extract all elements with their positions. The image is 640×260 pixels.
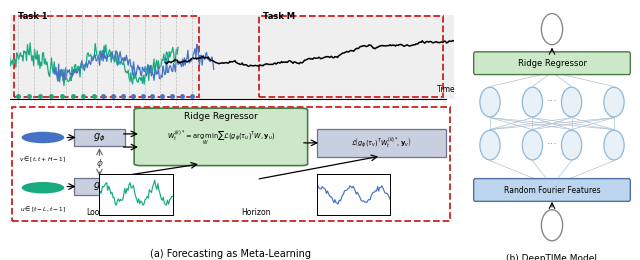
Circle shape (604, 130, 624, 160)
Text: Ridge Regressor: Ridge Regressor (518, 59, 586, 68)
Text: $\tau_t$: $\tau_t$ (547, 220, 557, 231)
Circle shape (522, 87, 543, 117)
Text: Task M: Task M (263, 12, 295, 21)
Text: ···: ··· (547, 139, 557, 149)
Text: $y_t$: $y_t$ (547, 24, 557, 35)
Circle shape (561, 87, 582, 117)
Circle shape (522, 130, 543, 160)
Bar (10, 15, 454, 99)
Circle shape (480, 130, 500, 160)
Text: $g_\phi$: $g_\phi$ (93, 180, 106, 193)
Text: Lookback: Lookback (86, 208, 122, 217)
FancyBboxPatch shape (474, 179, 630, 201)
Text: Time: Time (437, 86, 456, 94)
Circle shape (541, 14, 563, 45)
Circle shape (480, 87, 500, 117)
Text: (a) Forecasting as Meta-Learning: (a) Forecasting as Meta-Learning (150, 249, 311, 259)
Circle shape (561, 130, 582, 160)
Text: Ridge Regressor: Ridge Regressor (184, 112, 258, 121)
Text: $\mathcal{L}\!\left(g_\phi(\tau_v)^T W_t^{(k)*}\!,\mathbf{y}_v\right)$: $\mathcal{L}\!\left(g_\phi(\tau_v)^T W_t… (351, 135, 412, 151)
FancyBboxPatch shape (74, 128, 125, 146)
Text: $W_t^{(k)*} = \underset{W}{\arg\min}\sum\mathcal{L}(g_\phi(\tau_u)^TW, \mathbf{y: $W_t^{(k)*} = \underset{W}{\arg\min}\sum… (167, 128, 275, 147)
Text: $u\in[t-L,t-1]$: $u\in[t-L,t-1]$ (20, 204, 66, 214)
FancyBboxPatch shape (74, 178, 125, 196)
Text: (b) DeepTIMe Model
Architecture: (b) DeepTIMe Model Architecture (506, 254, 598, 260)
Text: $v\in[t,t+H-1]$: $v\in[t,t+H-1]$ (19, 154, 67, 164)
FancyBboxPatch shape (474, 52, 630, 75)
Text: $\phi$: $\phi$ (95, 157, 103, 170)
Circle shape (22, 182, 64, 193)
Circle shape (604, 87, 624, 117)
Text: Horizon: Horizon (242, 208, 271, 217)
FancyBboxPatch shape (317, 128, 445, 157)
Text: $g_\phi$: $g_\phi$ (93, 131, 106, 144)
FancyBboxPatch shape (134, 108, 308, 166)
Text: Random Fourier Features: Random Fourier Features (504, 186, 600, 194)
Circle shape (22, 132, 64, 143)
Text: ···: ··· (547, 96, 557, 106)
Circle shape (541, 210, 563, 241)
Text: Task 1: Task 1 (19, 12, 48, 21)
